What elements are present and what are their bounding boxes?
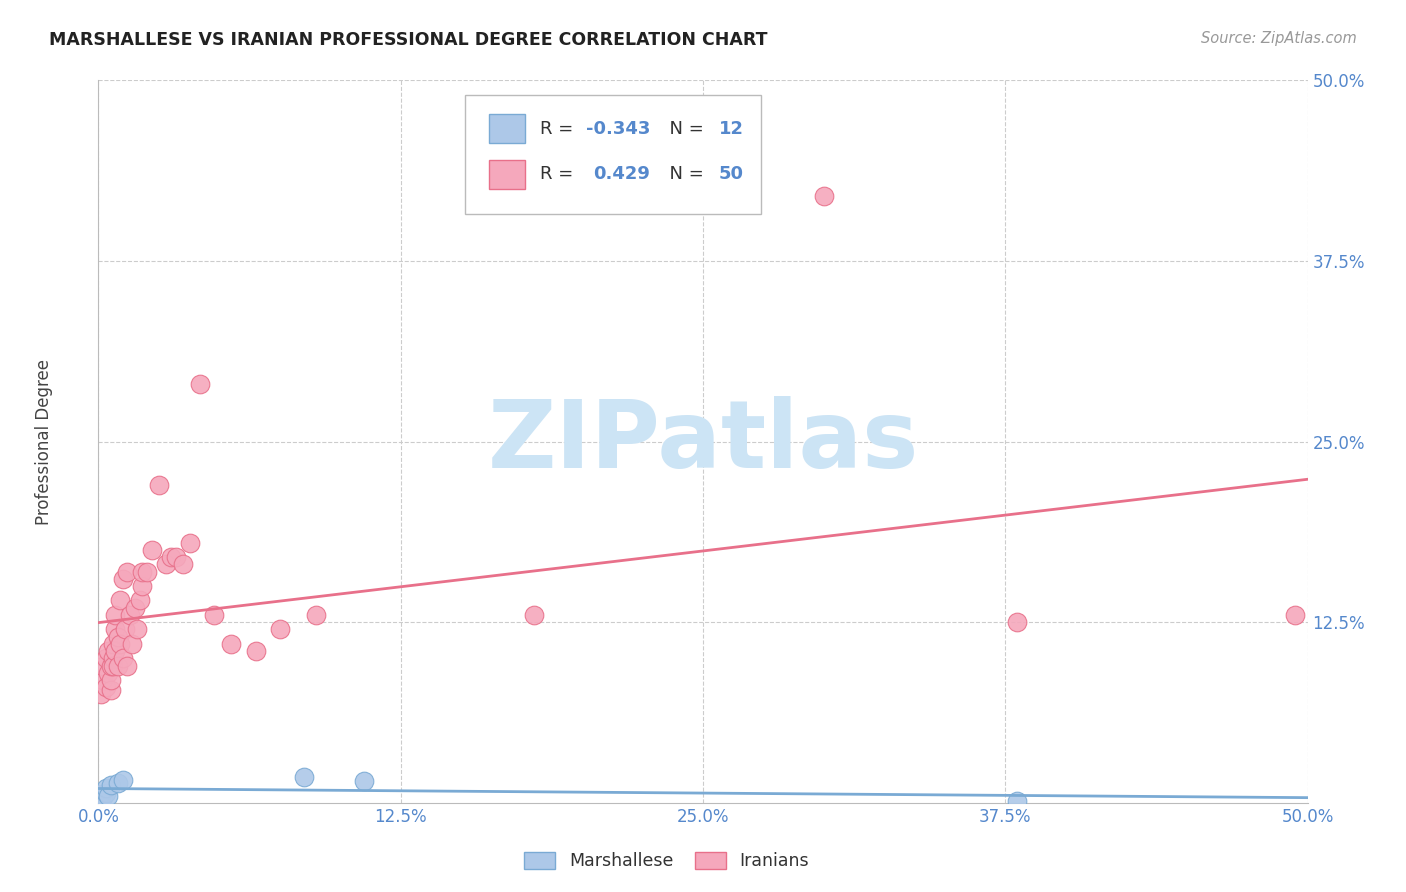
Point [165,550,187,565]
Point [107,658,129,673]
Point [204,607,226,622]
FancyBboxPatch shape [489,114,526,143]
Point [100,779,122,793]
Point [160,550,183,565]
Text: R =: R = [540,120,579,137]
Point [135,565,157,579]
Point [188,376,211,391]
Point [94,680,117,694]
Point [111,772,134,787]
Text: N =: N = [658,120,710,137]
Point [131,565,153,579]
Point [292,770,315,784]
Point [128,593,150,607]
Point [101,637,124,651]
Point [100,683,122,698]
Point [245,644,267,658]
Point [94,651,117,665]
Point [813,189,835,203]
Point [124,600,146,615]
Point [90,787,112,801]
Point [97,644,120,658]
Point [1284,607,1306,622]
Point [97,665,120,680]
Point [91,790,114,805]
Point [97,789,120,803]
Text: 50: 50 [718,165,744,183]
Point [1007,794,1029,808]
Point [94,781,117,796]
Text: 0.429: 0.429 [593,165,650,183]
Point [141,542,163,557]
Point [117,658,139,673]
Text: Professional Degree: Professional Degree [35,359,53,524]
Point [104,644,127,658]
Point [121,637,143,651]
Point [90,791,112,805]
Point [104,607,127,622]
Point [131,579,153,593]
Point [118,607,141,622]
Point [91,673,114,687]
Text: R =: R = [540,165,585,183]
Point [111,572,134,586]
Point [94,786,117,800]
Text: Source: ZipAtlas.com: Source: ZipAtlas.com [1201,31,1357,46]
Point [523,607,546,622]
Point [127,623,149,637]
Text: 12: 12 [718,120,744,137]
Point [353,774,375,789]
Point [108,637,131,651]
Point [179,535,201,549]
Point [111,651,134,665]
Point [108,593,131,607]
FancyBboxPatch shape [465,95,761,214]
Text: -0.343: -0.343 [586,120,650,137]
Point [91,658,114,673]
Point [90,687,112,701]
Point [305,607,328,622]
Point [104,623,127,637]
Text: ZIPatlas: ZIPatlas [488,395,918,488]
Point [155,558,177,572]
Point [100,658,122,673]
Point [269,623,291,637]
Point [100,673,122,687]
Point [107,775,129,789]
Text: MARSHALLESE VS IRANIAN PROFESSIONAL DEGREE CORRELATION CHART: MARSHALLESE VS IRANIAN PROFESSIONAL DEGR… [49,31,768,49]
Point [114,623,136,637]
Point [107,630,129,644]
Point [172,558,194,572]
Point [117,565,139,579]
Point [148,478,170,492]
Point [101,658,124,673]
Point [221,637,243,651]
Legend: Marshallese, Iranians: Marshallese, Iranians [517,845,817,877]
FancyBboxPatch shape [489,160,526,189]
Point [101,651,124,665]
Point [1007,615,1029,630]
Text: N =: N = [658,165,710,183]
